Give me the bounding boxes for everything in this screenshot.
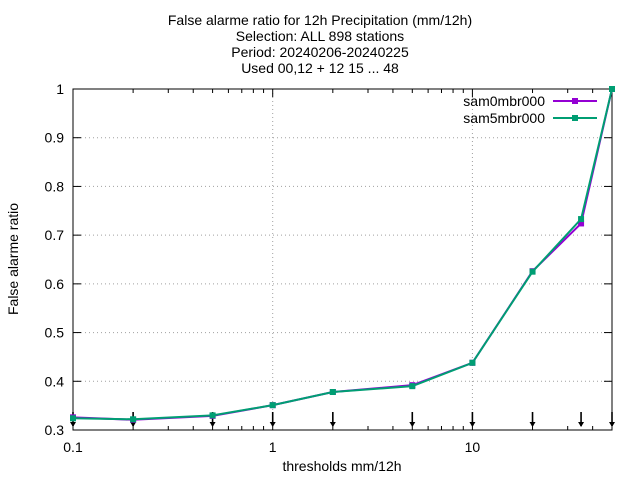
- grid-lines: [73, 89, 612, 430]
- tick-labels: 0.3 0.4 0.5 0.6 0.7 0.8 0.9 1 0.1 1 10: [45, 81, 481, 455]
- y-tick-label: 0.6: [45, 276, 65, 292]
- series-line-sam5mbr000: [72, 88, 613, 421]
- threshold-marker-arrow: [578, 422, 585, 427]
- x-tick-label: 1: [269, 439, 277, 455]
- y-tick-label: 1: [56, 81, 64, 97]
- threshold-marker-arrow: [130, 422, 137, 427]
- chart-title-line-1: False alarme ratio for 12h Precipitation…: [167, 12, 473, 28]
- data-point-sam5mbr000: [578, 216, 585, 223]
- axes: [72, 88, 613, 431]
- data-point-sam5mbr000: [209, 412, 216, 419]
- y-tick-label: 0.3: [45, 422, 65, 438]
- data-point-sam5mbr000: [529, 268, 536, 275]
- y-tick-label: 0.5: [45, 325, 65, 341]
- series-lines: [70, 86, 615, 423]
- legend-marker-sam5mbr000: [572, 115, 578, 121]
- y-tick-label: 0.8: [45, 178, 65, 194]
- chart-title-line-2: Selection: ALL 898 stations: [235, 28, 405, 44]
- threshold-marker-arrow: [529, 422, 536, 427]
- data-point-sam5mbr000: [130, 416, 137, 423]
- legend-marker-sam0mbr000: [572, 98, 578, 104]
- data-point-sam5mbr000: [70, 415, 76, 422]
- threshold-marker-arrow: [269, 422, 276, 427]
- data-point-sam0mbr000: [578, 220, 585, 227]
- x-axis-label: thresholds mm/12h: [282, 458, 401, 474]
- legend-label-sam0mbr000: sam0mbr000: [463, 93, 545, 109]
- y-tick-label: 0.7: [45, 227, 65, 243]
- plot-border: [72, 88, 613, 431]
- chart-title-line-4: Used 00,12 + 12 15 ... 48: [241, 60, 399, 76]
- x-tick-label: 0.1: [63, 439, 83, 455]
- series-line-sam0mbr000: [72, 88, 613, 421]
- threshold-marker-arrow: [329, 422, 336, 427]
- threshold-marker-arrow: [70, 422, 76, 427]
- data-point-sam5mbr000: [609, 86, 615, 92]
- threshold-marker-arrow: [469, 422, 476, 427]
- legend-label-sam5mbr000: sam5mbr000: [463, 110, 545, 126]
- threshold-marker-arrow: [409, 422, 416, 427]
- data-point-sam5mbr000: [269, 402, 276, 409]
- y-axis-label: False alarme ratio: [5, 203, 21, 315]
- data-point-sam5mbr000: [329, 389, 336, 396]
- y-tick-label: 0.9: [45, 130, 65, 146]
- data-point-sam5mbr000: [409, 383, 416, 390]
- threshold-marker-arrow: [209, 422, 216, 427]
- data-point-sam5mbr000: [469, 359, 476, 366]
- threshold-markers: [70, 412, 615, 427]
- threshold-marker-arrow: [609, 422, 615, 427]
- x-tick-label: 10: [465, 439, 481, 455]
- chart-title-line-3: Period: 20240206-20240225: [231, 44, 409, 60]
- y-tick-label: 0.4: [45, 373, 65, 389]
